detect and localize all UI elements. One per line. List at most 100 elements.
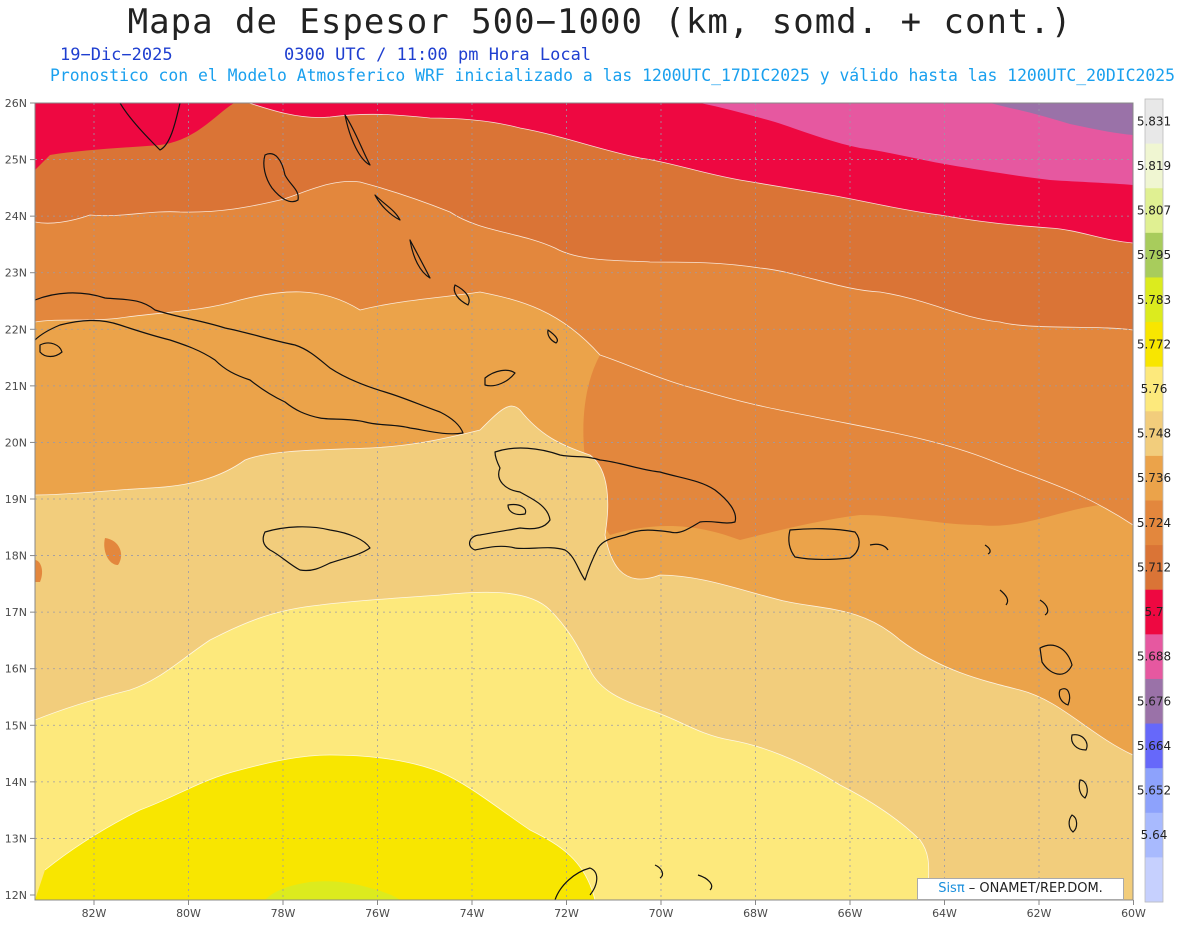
coast-curacao (697, 874, 713, 891)
coast-antilles-3 (1071, 734, 1088, 751)
colorbar-label: 5.772 (1137, 337, 1171, 351)
coast-antilles-2 (1058, 688, 1071, 706)
lon-label: 66W (838, 907, 863, 920)
credit-box: Sisπ – ONAMET/REP.DOM. (917, 878, 1124, 900)
lon-label: 74W (460, 907, 485, 920)
lat-label: 25N (5, 154, 27, 167)
thickness-map: 26N 25N 24N 23N 22N 21N 20N 19N 18N 17N 16N 15N 14N 1… (5, 97, 1171, 920)
lat-label: 24N (5, 210, 27, 223)
colorbar-swatch (1145, 232, 1163, 278)
coast-puerto-rico (788, 528, 860, 560)
thickness-band-5688 (700, 103, 1133, 185)
thickness-patch (104, 538, 122, 565)
lat-label: 22N (5, 323, 27, 336)
map-title: Mapa de Espesor 500−1000 (km, somd. + co… (127, 2, 1073, 42)
thickness-fill-layer (35, 103, 1133, 900)
coast-isla-juventud (39, 342, 63, 358)
contour-5712 (35, 180, 1133, 331)
colorbar-swatch (1145, 188, 1163, 234)
plot-frame (34, 102, 1134, 901)
thickness-band-5724-east (583, 355, 1133, 540)
colorbar-label: 5.676 (1137, 694, 1171, 708)
coast-gonave (507, 503, 527, 516)
colorbar-swatch (1145, 545, 1163, 591)
contour-lines (35, 103, 1133, 900)
colorbar-swatch (1145, 411, 1163, 457)
colorbar-label: 5.736 (1137, 471, 1171, 485)
coast-venezuela (554, 867, 598, 900)
colorbar-label: 5.7 (1144, 605, 1163, 619)
latitude-labels: 26N 25N 24N 23N 22N 21N 20N 19N 18N 17N 16N 15N 14N 1… (5, 97, 27, 902)
colorbar-label: 5.664 (1137, 739, 1171, 753)
colorbar-label: 5.76 (1141, 382, 1168, 396)
colorbar-label: 5.819 (1137, 159, 1171, 173)
lat-label: 21N (5, 380, 27, 393)
lon-label: 78W (271, 907, 296, 920)
thickness-band-5772 (35, 755, 595, 900)
contour-5736 (35, 405, 1133, 756)
coast-aruba (654, 864, 664, 879)
colorbar-label: 5.688 (1137, 650, 1171, 664)
colorbar-label: 5.807 (1137, 204, 1171, 218)
colorbar-swatch (1145, 99, 1163, 145)
coast-jamaica (262, 526, 371, 572)
coast-hispaniola (468, 447, 737, 581)
coast-bahamas-3 (409, 239, 431, 279)
coast-virgin (869, 543, 889, 551)
coast-bahamas-4 (453, 284, 470, 306)
colorbar-label: 5.831 (1137, 114, 1171, 128)
lat-label: 12N (5, 889, 27, 902)
lat-label: 13N (5, 832, 27, 845)
coast-antilles-8 (984, 544, 991, 555)
thickness-patch (35, 560, 43, 582)
lat-label: 23N (5, 267, 27, 280)
longitude-labels: 82W 80W 78W 76W 74W 72W 70W 68W 66W 64W 62W 60W (82, 907, 1146, 920)
thickness-band-5783 (265, 881, 400, 900)
colorbar-frame (1144, 98, 1164, 903)
lat-label: 15N (5, 719, 27, 732)
lon-label: 68W (743, 907, 768, 920)
lat-label: 17N (5, 606, 27, 619)
coast-cuba (35, 292, 464, 435)
contour-5748 (35, 591, 931, 900)
coast-antilles-5 (1068, 814, 1078, 833)
credit-text: – ONAMET/REP.DOM. (964, 881, 1103, 896)
colorbar-swatch (1145, 678, 1163, 725)
lat-label: 19N (5, 493, 27, 506)
coast-turks (547, 329, 559, 344)
lat-label: 18N (5, 550, 27, 563)
colorbar-label: 5.748 (1137, 427, 1171, 441)
colorbar-swatch (1145, 812, 1163, 858)
forecast-date: 19−Dic−2025 (60, 45, 173, 65)
colorbar-swatch (1145, 143, 1163, 189)
coast-antilles-7 (999, 589, 1009, 606)
lon-label: 70W (649, 907, 674, 920)
thickness-band-5676 (990, 103, 1133, 135)
colorbar-swatch (1145, 366, 1163, 412)
lon-label: 80W (176, 907, 201, 920)
coast-florida (119, 103, 181, 151)
colorbar-label: 5.783 (1137, 293, 1171, 307)
lat-lon-grid (35, 103, 1133, 900)
colorbar-swatch (1145, 634, 1163, 680)
forecast-time: 0300 UTC / 11:00 pm Hora Local (284, 45, 592, 65)
coast-bahamas-5 (484, 369, 516, 387)
coastlines (35, 103, 1088, 900)
coast-antilles-1 (1039, 644, 1073, 675)
colorbar-swatch (1145, 857, 1163, 903)
colorbar-label: 5.712 (1137, 560, 1171, 574)
contour-5700 (247, 103, 1133, 244)
colorbar-swatch (1145, 322, 1163, 368)
colorbar-label: 5.795 (1137, 248, 1171, 262)
contour-5760 (44, 754, 596, 900)
coast-antilles-4 (1078, 779, 1088, 799)
colorbar-label: 5.64 (1141, 828, 1168, 842)
colorbar-swatch (1145, 589, 1163, 635)
colorbar-swatch (1145, 455, 1163, 501)
lon-label: 60W (1121, 907, 1146, 920)
lon-label: 64W (932, 907, 957, 920)
colorbar-swatch (1145, 500, 1163, 546)
lon-label: 82W (82, 907, 107, 920)
colorbar: 5.831 5.819 5.807 5.795 5.783 5.772 5.76 5.748 5… (1137, 98, 1171, 903)
lon-label: 62W (1027, 907, 1052, 920)
